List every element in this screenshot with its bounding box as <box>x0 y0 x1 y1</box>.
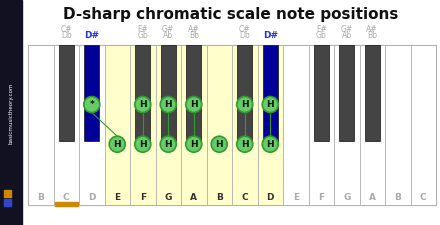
Bar <box>79 45 105 205</box>
Circle shape <box>262 136 278 152</box>
Circle shape <box>186 97 202 112</box>
Text: D-sharp chromatic scale note positions: D-sharp chromatic scale note positions <box>63 7 399 22</box>
Text: H: H <box>216 140 223 149</box>
Text: H: H <box>241 100 249 109</box>
Text: D: D <box>267 193 274 202</box>
Bar <box>181 45 206 205</box>
Circle shape <box>186 136 202 152</box>
Text: A#: A# <box>367 25 378 34</box>
Text: H: H <box>114 140 121 149</box>
Text: B: B <box>394 193 401 202</box>
Text: F: F <box>139 193 146 202</box>
Text: H: H <box>165 140 172 149</box>
Text: E: E <box>293 193 299 202</box>
Bar <box>232 45 257 205</box>
Circle shape <box>237 136 253 152</box>
Text: C#: C# <box>239 25 250 34</box>
Text: B: B <box>37 193 44 202</box>
Text: H: H <box>165 100 172 109</box>
Circle shape <box>84 97 100 112</box>
Text: H: H <box>267 100 274 109</box>
Text: H: H <box>241 140 249 149</box>
Text: Bb: Bb <box>367 31 377 40</box>
Circle shape <box>237 97 253 112</box>
Text: H: H <box>139 100 147 109</box>
Text: *: * <box>89 100 94 109</box>
Text: Db: Db <box>239 31 250 40</box>
Text: Db: Db <box>61 31 72 40</box>
Bar <box>135 45 150 141</box>
Text: basicmusictheory.com: basicmusictheory.com <box>8 82 14 144</box>
Text: E: E <box>114 193 120 202</box>
Bar <box>4 199 11 206</box>
Text: G#: G# <box>341 25 353 34</box>
Text: G#: G# <box>162 25 174 34</box>
Bar <box>385 45 411 205</box>
Bar <box>28 45 436 205</box>
Bar <box>161 45 176 141</box>
Circle shape <box>160 136 176 152</box>
Text: D: D <box>88 193 95 202</box>
Bar <box>359 45 385 205</box>
Text: D#: D# <box>263 31 278 40</box>
Text: Ab: Ab <box>342 31 352 40</box>
Circle shape <box>160 97 176 112</box>
Text: G: G <box>165 193 172 202</box>
Text: F: F <box>318 193 324 202</box>
Text: Gb: Gb <box>316 31 326 40</box>
Text: D#: D# <box>84 31 99 40</box>
Circle shape <box>135 97 151 112</box>
Bar <box>105 45 130 205</box>
Bar <box>283 45 308 205</box>
Bar <box>237 45 253 141</box>
Bar <box>411 45 436 205</box>
Text: A: A <box>190 193 197 202</box>
Circle shape <box>109 136 125 152</box>
Bar <box>365 45 380 141</box>
Bar <box>28 45 54 205</box>
Text: C: C <box>242 193 248 202</box>
Bar <box>206 45 232 205</box>
Text: A: A <box>369 193 376 202</box>
Bar <box>186 45 202 141</box>
Bar <box>55 202 78 206</box>
Text: G: G <box>343 193 350 202</box>
Bar <box>308 45 334 205</box>
Text: F#: F# <box>316 25 326 34</box>
Bar <box>0 0 22 225</box>
Bar <box>54 45 79 205</box>
Text: C#: C# <box>60 25 72 34</box>
Bar <box>263 45 278 141</box>
Text: Ab: Ab <box>163 31 173 40</box>
Bar <box>84 45 99 141</box>
Circle shape <box>211 136 227 152</box>
Bar <box>339 45 354 141</box>
Text: H: H <box>190 100 198 109</box>
Bar <box>155 45 181 205</box>
Text: H: H <box>190 140 198 149</box>
Bar <box>314 45 329 141</box>
Text: A#: A# <box>188 25 200 34</box>
Text: F#: F# <box>137 25 148 34</box>
Text: B: B <box>216 193 223 202</box>
Bar <box>4 190 11 197</box>
Bar <box>334 45 359 205</box>
Text: H: H <box>139 140 147 149</box>
Circle shape <box>262 97 278 112</box>
Text: H: H <box>267 140 274 149</box>
Text: Gb: Gb <box>137 31 148 40</box>
Bar <box>257 45 283 205</box>
Text: C: C <box>63 193 70 202</box>
Text: C: C <box>420 193 426 202</box>
Bar <box>59 45 74 141</box>
Bar <box>130 45 155 205</box>
Text: Bb: Bb <box>189 31 199 40</box>
Circle shape <box>135 136 151 152</box>
